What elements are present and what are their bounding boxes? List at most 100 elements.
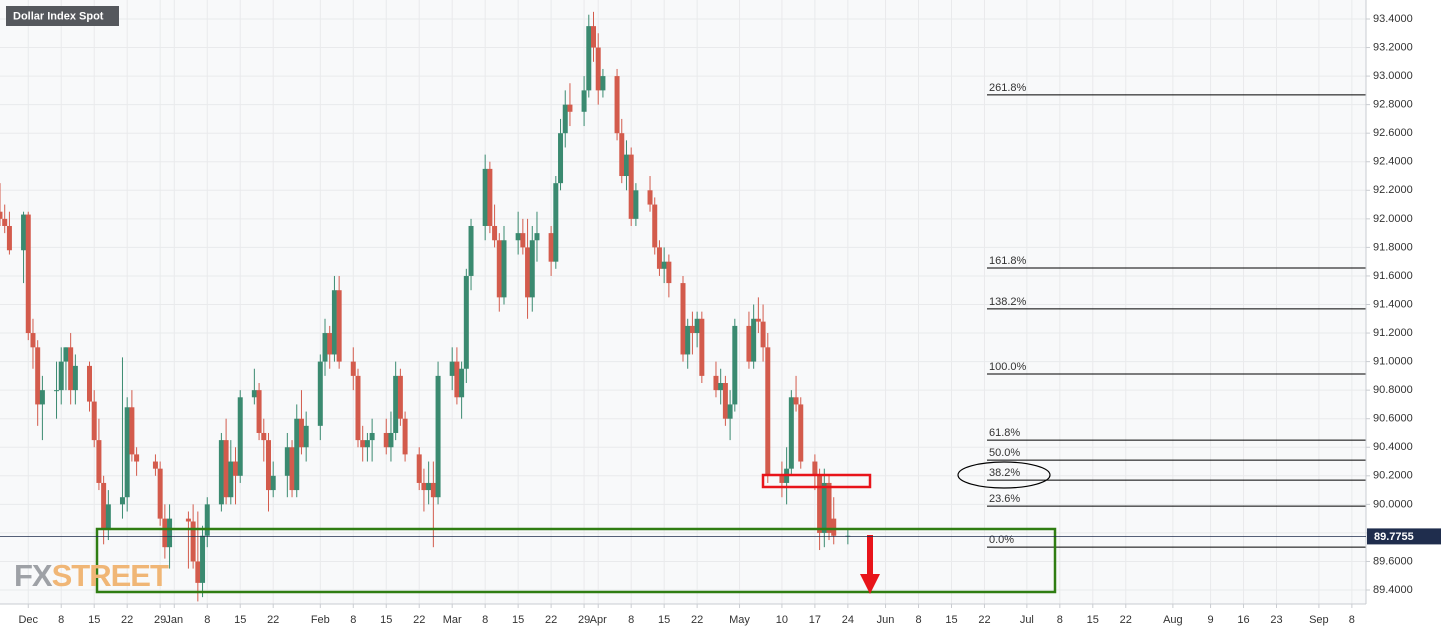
y-tick-label: 90.0000 [1373, 498, 1413, 510]
candle-body [713, 375, 719, 391]
y-tick-label: 93.0000 [1373, 70, 1413, 82]
candle-body [826, 482, 832, 533]
candle-body [694, 318, 700, 334]
candle-body [350, 361, 356, 376]
x-tick-label: Dec [18, 614, 38, 626]
candle-body [760, 321, 766, 348]
chart-title: Dollar Index Spot [13, 10, 104, 22]
candle-body [185, 518, 191, 522]
candle-body [369, 432, 375, 441]
candle-body [732, 325, 738, 405]
y-tick-label: 92.4000 [1373, 156, 1413, 168]
candle-body [101, 482, 107, 531]
candle-body [633, 190, 639, 219]
candle-body [195, 561, 201, 583]
candle-body [190, 521, 196, 562]
candle-body [600, 76, 606, 91]
y-tick-label: 91.4000 [1373, 298, 1413, 310]
y-tick-label: 90.6000 [1373, 413, 1413, 425]
candle-body [567, 104, 573, 112]
candle-body [435, 375, 441, 498]
candle-body [167, 518, 173, 548]
x-tick-label: 8 [204, 614, 210, 626]
fib-label: 261.8% [989, 82, 1027, 94]
candle-body [200, 535, 206, 583]
candle-body [680, 283, 686, 355]
x-tick-label: 15 [1087, 614, 1099, 626]
candle-body [331, 290, 337, 355]
candle-body [699, 318, 705, 376]
x-tick-label: 15 [88, 614, 100, 626]
candle-body [289, 447, 295, 491]
candle-body [821, 482, 827, 533]
candle-body [449, 361, 455, 376]
candle-body [492, 225, 498, 241]
candle-body [119, 497, 125, 505]
candle-body [661, 261, 667, 269]
candle-body [152, 461, 158, 469]
candle-body [727, 404, 733, 419]
candle-body [91, 401, 97, 441]
candle-body [652, 204, 658, 248]
candle-body [21, 214, 27, 251]
candle-body [129, 407, 135, 455]
candle-body [284, 447, 290, 476]
watermark: FXSTREET [14, 558, 169, 593]
candle-body [812, 461, 818, 476]
candle-body [364, 440, 370, 448]
watermark-suffix: STREET [52, 558, 169, 593]
x-tick-label: Jun [877, 614, 895, 626]
fib-label: 0.0% [989, 534, 1014, 546]
candle-body [134, 454, 140, 462]
candle-body [58, 361, 64, 391]
candle-body [430, 482, 436, 498]
candle-body [68, 347, 74, 391]
candle-body [105, 504, 111, 531]
candle-body [468, 225, 474, 276]
fib-label: 50.0% [989, 447, 1020, 459]
x-tick-label: 15 [945, 614, 957, 626]
candle-body [463, 275, 469, 369]
candle-body [393, 375, 399, 433]
candle-body [685, 325, 691, 355]
candle-body [454, 361, 460, 398]
candle-body [86, 365, 92, 402]
x-tick-label: 8 [1349, 614, 1355, 626]
candle-body [562, 104, 568, 134]
candle-body [765, 347, 771, 476]
y-tick-label: 90.8000 [1373, 384, 1413, 396]
y-tick-label: 91.6000 [1373, 270, 1413, 282]
candle-layer [0, 11, 851, 602]
candle-body [355, 375, 361, 441]
fib-label: 61.8% [989, 427, 1020, 439]
x-tick-label: Mar [443, 614, 462, 626]
candle-body [581, 90, 587, 112]
candle-body [327, 333, 333, 355]
y-tick-label: 92.0000 [1373, 213, 1413, 225]
x-tick-label: 8 [350, 614, 356, 626]
title-box [6, 6, 119, 26]
resistance-box [761, 473, 872, 489]
x-tick-label: 29 [578, 614, 590, 626]
candle-body [402, 418, 408, 455]
y-tick-label: 89.6000 [1373, 555, 1413, 567]
axis-layer: 89.400089.600089.800090.000090.200090.40… [0, 13, 1441, 626]
y-tick-label: 91.0000 [1373, 356, 1413, 368]
candle-body [317, 361, 323, 426]
candle-body [72, 365, 78, 391]
x-tick-label: 22 [978, 614, 990, 626]
candle-body [303, 425, 309, 448]
fib-label: 138.2% [989, 296, 1027, 308]
candle-body [788, 397, 794, 469]
candle-body [336, 290, 342, 362]
x-tick-label: Aug [1163, 614, 1183, 626]
candle-body [157, 468, 163, 519]
candle-body [265, 440, 271, 491]
candle-body [218, 440, 224, 505]
candle-body [525, 247, 531, 298]
y-tick-label: 92.8000 [1373, 99, 1413, 111]
candle-body [388, 432, 394, 448]
x-tick-label: 8 [915, 614, 921, 626]
y-tick-label: 92.6000 [1373, 127, 1413, 139]
candle-body [30, 333, 36, 348]
